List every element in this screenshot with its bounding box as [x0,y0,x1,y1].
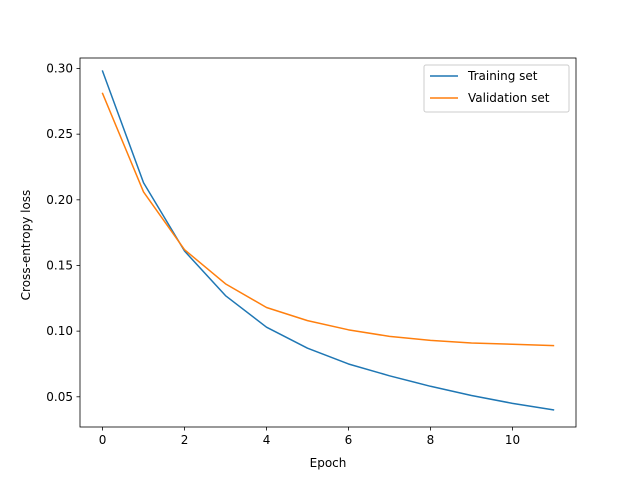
series-line-0 [101,70,555,411]
y-axis: 0.05 0.10 0.15 0.20 0.25 0.30 [46,62,80,404]
legend: Training set Validation set [423,64,570,113]
plot-frame [79,57,577,428]
x-tick-label: 8 [427,433,435,447]
legend-box [423,64,570,113]
y-tick-label: 0.20 [46,193,73,207]
plot-area [79,57,577,428]
y-tick-label: 0.15 [46,258,73,272]
y-tick-label: 0.05 [46,390,73,404]
y-tick-label: 0.10 [46,324,73,338]
y-tick-label: 0.30 [46,62,73,76]
y-tick-label: 0.25 [46,127,73,141]
y-axis-label: Cross-entropy loss [19,190,33,301]
legend-label-1: Validation set [468,91,550,105]
x-tick-label: 0 [99,433,107,447]
legend-label-0: Training set [467,69,538,83]
series-line-1 [101,92,555,347]
x-tick-label: 6 [345,433,353,447]
x-tick-label: 4 [263,433,271,447]
x-tick-label: 2 [181,433,189,447]
x-axis-label: Epoch [310,456,347,470]
x-tick-label: 10 [505,433,520,447]
x-axis: 0 2 4 6 8 10 [99,427,520,447]
